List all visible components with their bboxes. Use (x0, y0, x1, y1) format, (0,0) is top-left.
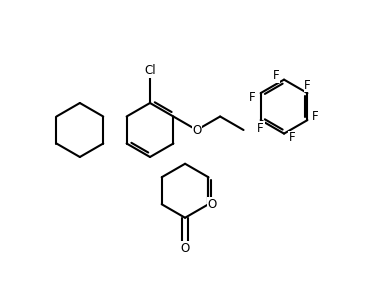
Text: O: O (192, 123, 201, 136)
Text: F: F (249, 91, 256, 104)
Text: Cl: Cl (144, 64, 156, 77)
Text: F: F (312, 110, 319, 122)
Text: F: F (273, 69, 279, 82)
Text: F: F (257, 122, 264, 135)
Text: O: O (208, 198, 217, 211)
Text: F: F (304, 79, 311, 91)
Text: F: F (289, 131, 295, 144)
Text: O: O (180, 242, 190, 255)
